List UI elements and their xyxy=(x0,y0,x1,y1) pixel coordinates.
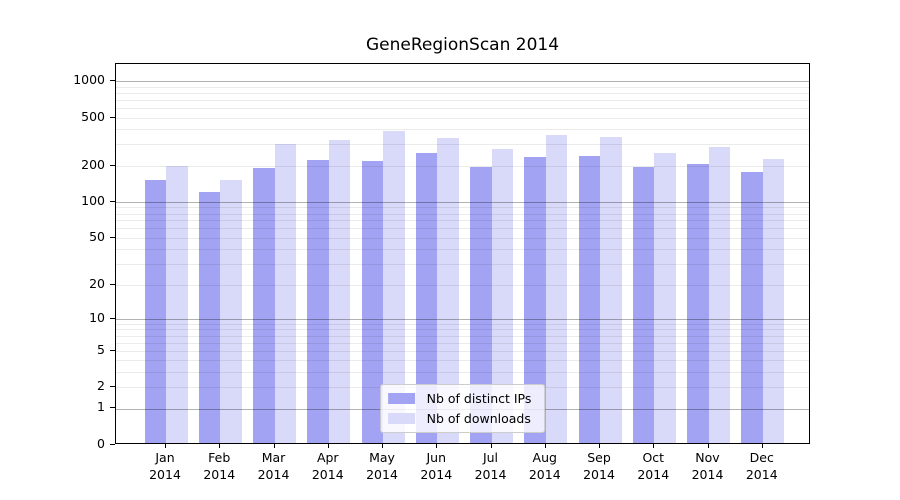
legend-item-downloads: Nb of downloads xyxy=(387,411,532,426)
legend-label-distinct-ips: Nb of distinct IPs xyxy=(426,391,532,406)
legend-item-distinct-ips: Nb of distinct IPs xyxy=(387,391,532,406)
bar-ips-mar xyxy=(253,168,275,443)
y-tick-mark xyxy=(110,200,115,202)
bar-downloads-feb xyxy=(220,180,242,443)
bar-ips-feb xyxy=(198,192,221,443)
legend: Nb of distinct IPs Nb of downloads xyxy=(379,384,546,433)
bars-layer xyxy=(116,64,809,443)
x-tick-label-jul: Jul 2014 xyxy=(474,450,507,482)
x-tick-mark xyxy=(219,444,221,448)
y-tick-mark xyxy=(110,444,115,445)
y-tick-label-10: 10 xyxy=(89,309,105,325)
bar-downloads-mar xyxy=(274,144,296,443)
x-tick-mark xyxy=(327,444,329,448)
x-tick-mark xyxy=(382,444,383,448)
chart-title: GeneRegionScan 2014 xyxy=(365,35,560,55)
bar-downloads-jul xyxy=(491,148,513,443)
bar-downloads-apr xyxy=(328,139,351,443)
y-tick-mark xyxy=(110,317,115,319)
y-tick-mark xyxy=(110,116,115,118)
legend-swatch-distinct-ips xyxy=(387,393,415,404)
bar-ips-jun xyxy=(415,152,438,443)
bar-downloads-may xyxy=(383,131,405,443)
x-tick-label-apr: Apr 2014 xyxy=(311,450,344,482)
bar-ips-sep xyxy=(578,156,600,443)
x-tick-label-jan: Jan 2014 xyxy=(149,450,181,482)
bar-ips-oct xyxy=(632,167,655,443)
y-tick-mark xyxy=(110,236,115,238)
bar-ips-jan xyxy=(144,180,166,443)
bar-ips-aug xyxy=(524,157,546,443)
bar-downloads-aug xyxy=(545,134,568,443)
x-tick-mark xyxy=(653,444,655,448)
x-tick-label-sep: Sep 2014 xyxy=(583,450,615,482)
y-tick-mark xyxy=(110,164,115,166)
bar-downloads-jan xyxy=(166,166,188,443)
bar-downloads-jun xyxy=(437,138,459,443)
y-tick-label-500: 500 xyxy=(81,108,105,124)
x-tick-mark xyxy=(490,444,492,448)
x-tick-label-aug: Aug 2014 xyxy=(528,450,561,482)
x-tick-label-mar: Mar 2014 xyxy=(257,450,290,482)
bar-ips-may xyxy=(361,161,383,443)
x-tick-mark xyxy=(165,444,166,448)
y-tick-mark xyxy=(110,386,115,388)
y-tick-label-100: 100 xyxy=(81,192,105,208)
x-tick-mark xyxy=(436,444,438,448)
bar-downloads-dec xyxy=(762,159,785,443)
x-tick-label-nov: Nov 2014 xyxy=(691,450,724,482)
y-tick-label-200: 200 xyxy=(81,156,105,172)
bar-ips-dec xyxy=(741,172,763,443)
bar-downloads-oct xyxy=(654,152,676,443)
legend-swatch-downloads xyxy=(387,413,415,424)
x-tick-mark xyxy=(761,444,763,448)
x-tick-label-feb: Feb 2014 xyxy=(203,450,236,482)
bar-ips-jul xyxy=(470,166,492,443)
y-tick-label-1000: 1000 xyxy=(73,72,105,88)
bar-downloads-nov xyxy=(708,146,730,443)
y-tick-label-2: 2 xyxy=(97,378,105,394)
x-tick-label-oct: Oct 2014 xyxy=(637,450,670,482)
y-tick-label-0: 0 xyxy=(97,436,105,451)
y-tick-mark xyxy=(110,407,115,409)
bar-ips-apr xyxy=(307,159,329,443)
bar-ips-nov xyxy=(687,164,709,443)
legend-label-downloads: Nb of downloads xyxy=(426,411,531,426)
y-tick-mark xyxy=(110,349,115,351)
bar-downloads-sep xyxy=(600,136,622,443)
x-tick-mark xyxy=(599,444,600,448)
x-tick-label-jun: Jun 2014 xyxy=(420,450,453,482)
y-tick-label-20: 20 xyxy=(89,275,105,291)
plot-area: Nb of distinct IPs Nb of downloads xyxy=(115,63,810,444)
y-tick-mark xyxy=(110,283,115,285)
x-tick-mark xyxy=(707,444,709,448)
x-tick-label-may: May 2014 xyxy=(366,450,398,482)
x-tick-mark xyxy=(544,444,546,448)
y-tick-mark xyxy=(110,80,115,82)
x-tick-mark xyxy=(273,444,275,448)
y-tick-label-50: 50 xyxy=(89,228,105,244)
y-tick-label-1: 1 xyxy=(97,399,105,415)
y-tick-label-5: 5 xyxy=(97,341,105,357)
x-tick-label-dec: Dec 2014 xyxy=(745,450,778,482)
